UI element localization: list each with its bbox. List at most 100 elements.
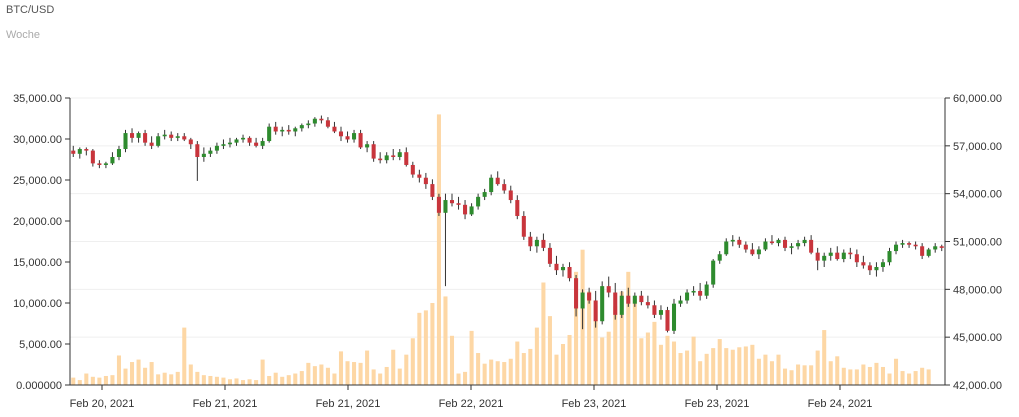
volume-bar bbox=[476, 353, 481, 385]
volume-bar bbox=[378, 373, 383, 385]
volume-bar bbox=[639, 338, 644, 385]
candle bbox=[90, 149, 95, 167]
volume-bar bbox=[861, 364, 866, 385]
volume-bar bbox=[521, 353, 526, 385]
volume-bar bbox=[574, 271, 579, 385]
candle-body bbox=[397, 152, 402, 157]
candle bbox=[365, 141, 370, 153]
candle-body bbox=[841, 252, 846, 260]
volume-bar bbox=[841, 367, 846, 385]
volume-bar bbox=[815, 350, 820, 385]
volume-bar bbox=[90, 376, 95, 385]
candle bbox=[143, 129, 148, 146]
volume-bar bbox=[436, 114, 441, 386]
volume-bar bbox=[169, 374, 174, 385]
volume-bar bbox=[312, 366, 317, 385]
candle-body bbox=[776, 239, 781, 244]
candle-body bbox=[508, 190, 513, 201]
candle bbox=[521, 211, 526, 240]
candle bbox=[449, 193, 455, 207]
volume-bar bbox=[698, 361, 703, 385]
candle bbox=[763, 238, 768, 252]
volume-bar bbox=[397, 368, 402, 385]
candle-body bbox=[103, 163, 108, 165]
candle bbox=[704, 281, 709, 299]
volume-bar bbox=[756, 358, 761, 385]
volume-bar bbox=[384, 366, 389, 385]
candle-body bbox=[378, 158, 383, 161]
candle bbox=[410, 161, 415, 178]
volume-bar bbox=[848, 369, 853, 385]
candle bbox=[528, 231, 533, 252]
left-tick-label: 15,000.00 bbox=[13, 257, 62, 269]
candle-body bbox=[410, 164, 415, 175]
volume-bar bbox=[737, 347, 742, 385]
candle bbox=[554, 255, 559, 275]
candle-body bbox=[254, 142, 259, 146]
candle-body bbox=[332, 126, 337, 132]
candle-body bbox=[319, 118, 324, 121]
volume-bar bbox=[469, 330, 474, 385]
candle-body bbox=[547, 247, 552, 264]
volume-bar bbox=[404, 354, 409, 385]
right-tick-label: 54,000.00 bbox=[953, 189, 1002, 201]
candle bbox=[156, 133, 161, 148]
candle-body bbox=[221, 144, 226, 146]
candle bbox=[476, 193, 481, 210]
volume-bar bbox=[593, 305, 598, 385]
candle bbox=[671, 298, 677, 334]
candle-body bbox=[136, 133, 141, 138]
volume-bar bbox=[776, 354, 781, 385]
volume-bar bbox=[769, 361, 774, 385]
candle bbox=[841, 249, 846, 263]
candle-body bbox=[208, 150, 213, 154]
volume-bar bbox=[789, 370, 794, 385]
volume-bar bbox=[541, 282, 546, 385]
candle bbox=[639, 290, 644, 306]
candle-body bbox=[195, 144, 200, 157]
x-tick-label: Feb 20, 2021 bbox=[70, 398, 135, 410]
candle-body bbox=[939, 246, 944, 248]
candle bbox=[201, 147, 206, 162]
candle bbox=[267, 123, 272, 143]
candle-body bbox=[567, 267, 572, 279]
candle-body bbox=[894, 244, 899, 252]
volume-bar bbox=[554, 354, 559, 385]
candle-body bbox=[280, 129, 285, 132]
candle bbox=[495, 171, 500, 186]
right-tick-label: 51,000.00 bbox=[953, 237, 1002, 249]
candle bbox=[560, 263, 566, 277]
candle bbox=[280, 126, 285, 137]
volume-bar bbox=[449, 335, 455, 385]
volume-bar bbox=[430, 303, 435, 385]
candle-body bbox=[469, 206, 474, 215]
candle-body bbox=[234, 139, 239, 143]
candle bbox=[789, 243, 794, 255]
candle-body bbox=[782, 239, 788, 248]
candle-body bbox=[691, 290, 696, 293]
candle-body bbox=[384, 155, 389, 161]
volume-bar bbox=[423, 310, 428, 385]
volume-bar bbox=[123, 368, 128, 385]
volume-bar bbox=[880, 366, 885, 385]
volume-bar bbox=[143, 367, 148, 385]
candle bbox=[436, 193, 441, 216]
candle bbox=[776, 238, 781, 247]
left-tick-label: 10,000.00 bbox=[13, 298, 62, 310]
candle bbox=[900, 239, 905, 248]
candle-body bbox=[521, 215, 526, 237]
volume-bar bbox=[567, 334, 572, 385]
volume-bar bbox=[214, 376, 219, 385]
volume-bar bbox=[325, 367, 330, 385]
candle bbox=[933, 243, 938, 253]
volume-bar bbox=[352, 362, 357, 385]
candle-body bbox=[404, 152, 409, 165]
candle bbox=[208, 147, 213, 157]
volume-bar bbox=[260, 359, 265, 385]
right-tick-label: 60,000.00 bbox=[953, 93, 1002, 105]
candle bbox=[534, 236, 539, 253]
volume-bar bbox=[495, 361, 500, 385]
candle-body bbox=[867, 265, 872, 271]
volume-bar bbox=[711, 348, 716, 385]
candle bbox=[724, 238, 729, 256]
